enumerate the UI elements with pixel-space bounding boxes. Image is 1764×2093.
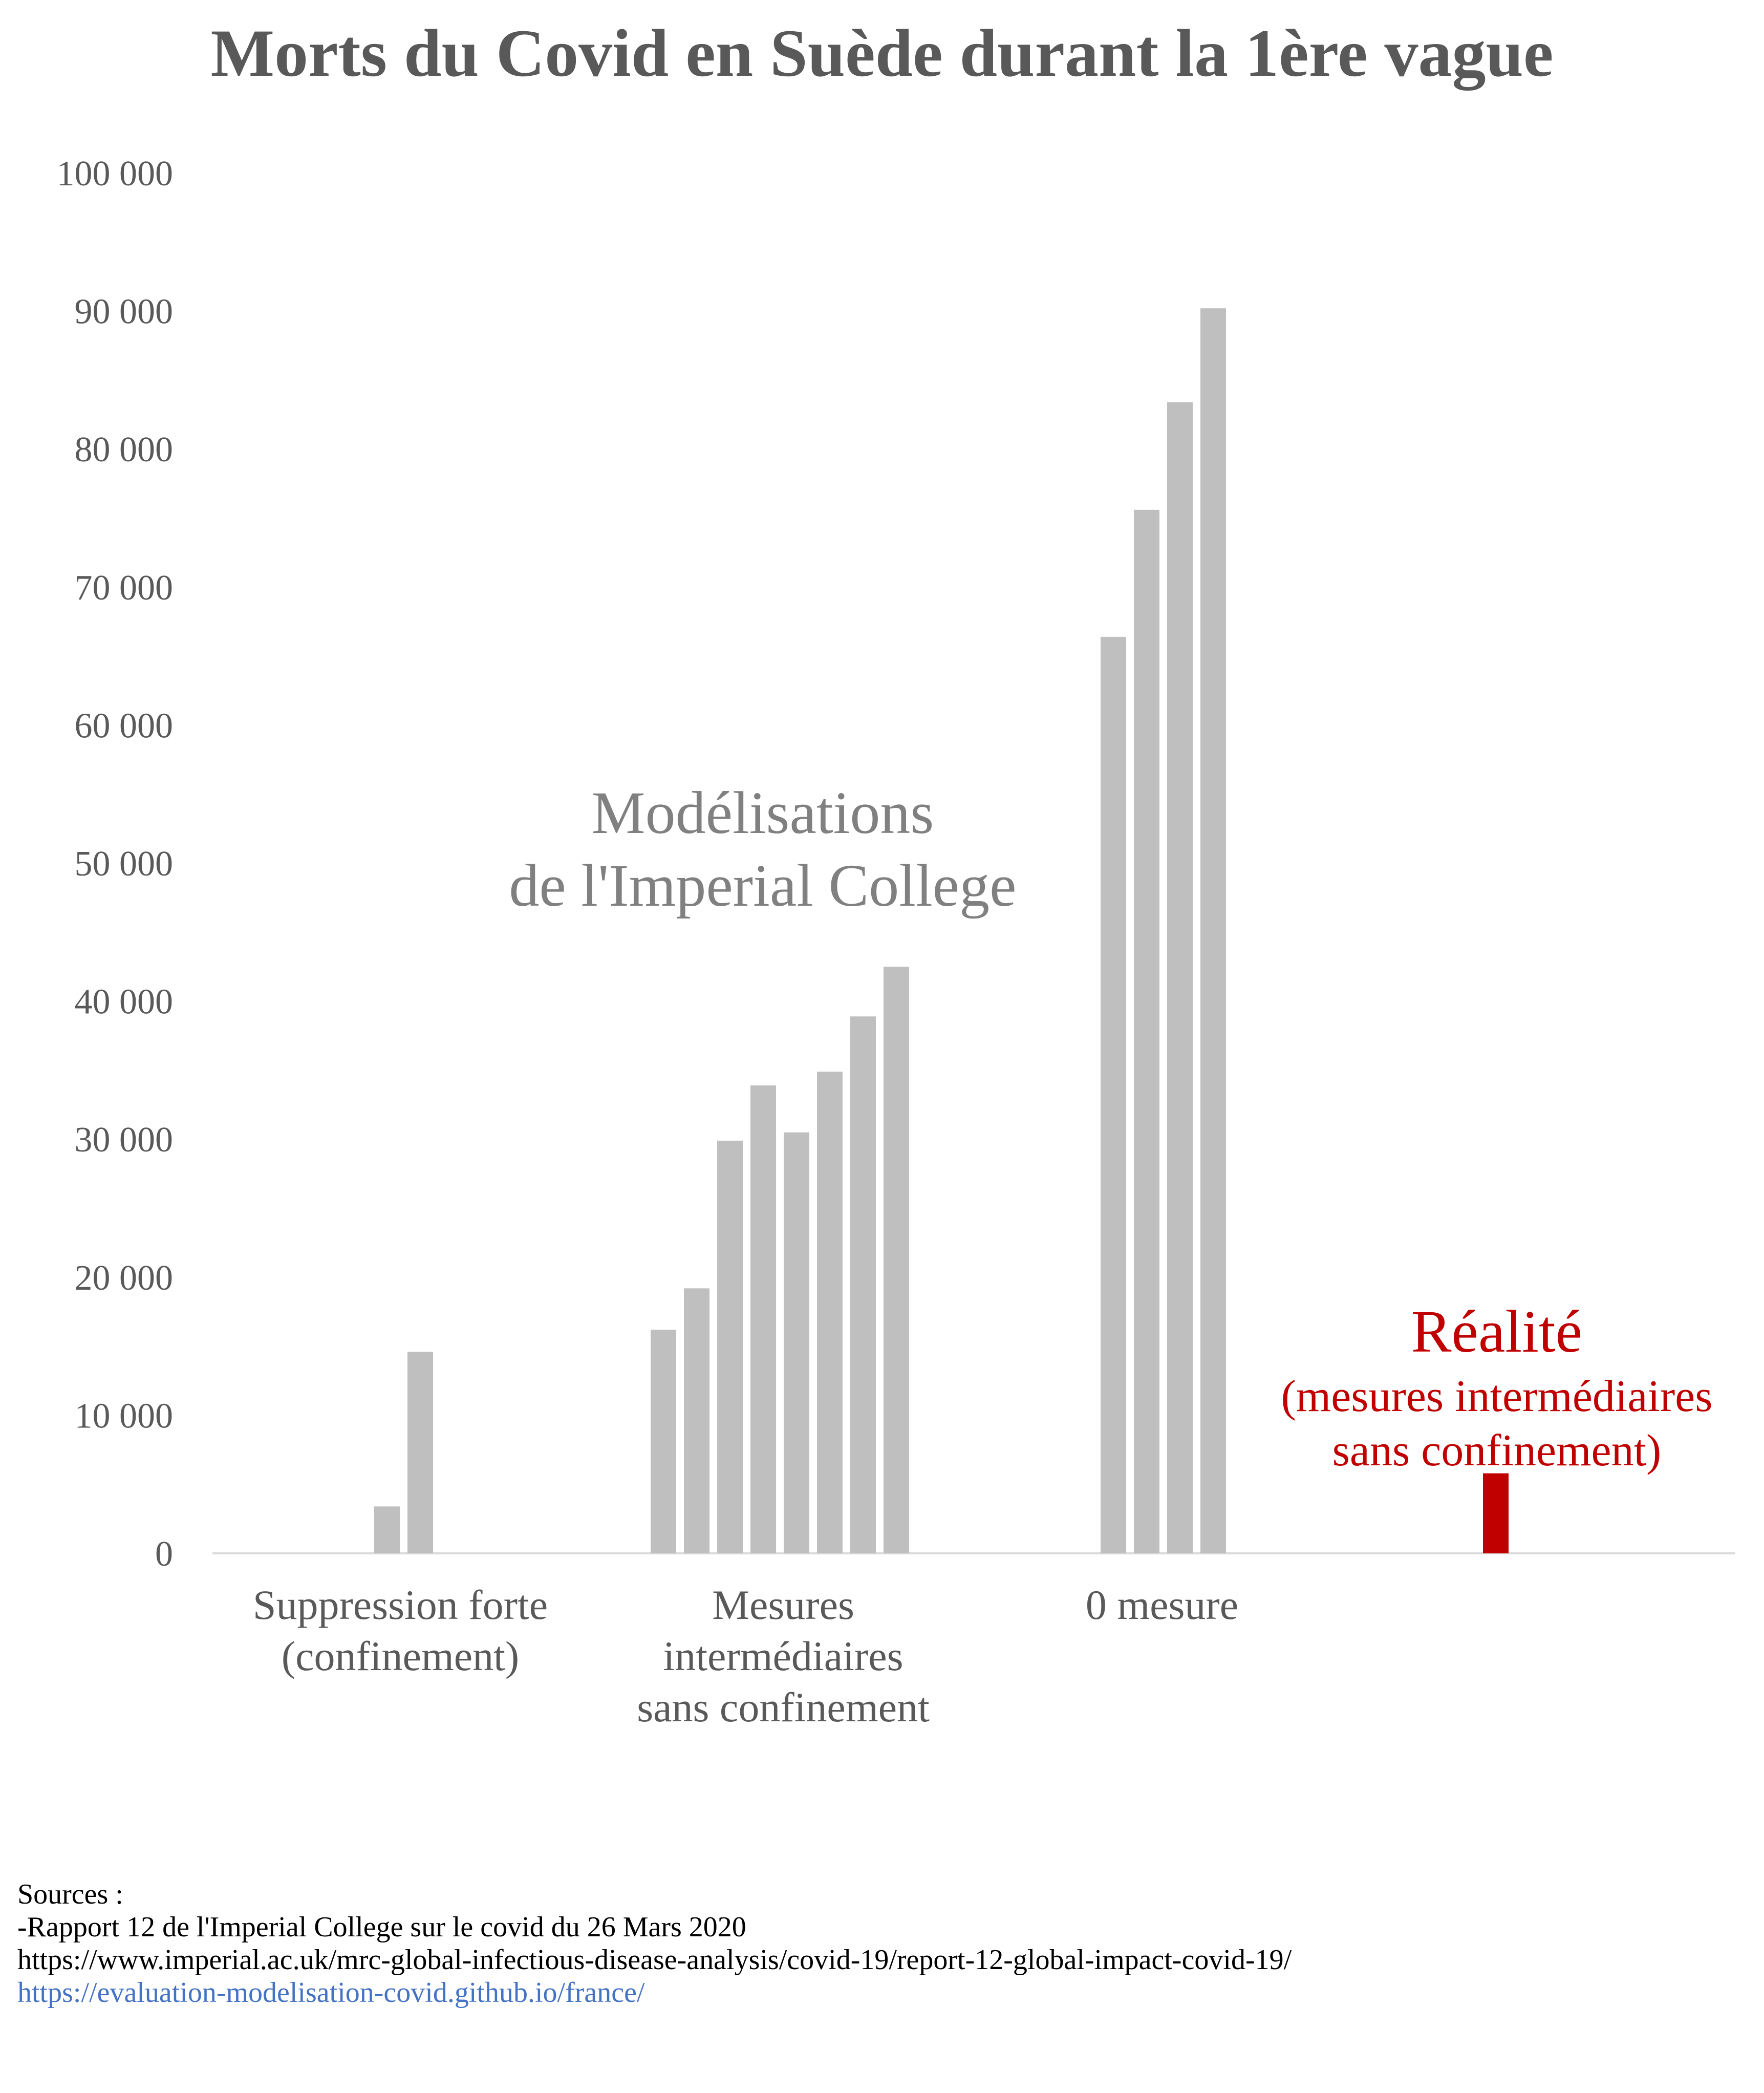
sources-heading: Sources : [17,1878,123,1910]
y-tick-label: 50 000 [75,844,174,884]
reality-annotation-title: Réalité [1411,1298,1582,1365]
y-tick-label: 20 000 [75,1258,174,1298]
y-tick-label: 60 000 [75,706,174,745]
category-label: sans confinement [637,1684,930,1731]
y-tick-label: 90 000 [75,292,174,332]
bar-model [817,1072,843,1553]
reality-annotation-line: sans confinement) [1332,1426,1662,1476]
chart-title: Morts du Covid en Suède durant la 1ère v… [211,15,1554,91]
bar-model [717,1140,743,1553]
bar-model [374,1506,400,1553]
bar-model [684,1288,709,1553]
category-label: 0 mesure [1086,1582,1238,1628]
y-tick-label: 80 000 [75,430,174,469]
chart-svg: Morts du Covid en Suède durant la 1ère v… [57,15,1735,1731]
bar-model [1101,636,1126,1553]
y-tick-label: 40 000 [75,983,174,1022]
bar-model [784,1132,809,1553]
category-label: (confinement) [282,1633,519,1679]
bar-model [884,967,909,1553]
bar-model [651,1330,676,1553]
reality-annotation-line: (mesures intermédiaires [1281,1372,1712,1421]
bar-reality [1483,1473,1509,1553]
bars-group [374,308,1509,1553]
bar-model [1200,308,1226,1553]
sources-line-url: https://www.imperial.ac.uk/mrc-global-in… [17,1944,1292,1976]
y-tick-label: 10 000 [75,1396,174,1436]
bar-model [850,1016,876,1553]
y-axis-ticks: 0 10 000 20 000 30 000 40 000 50 000 60 000 70 … [57,154,174,1574]
category-labels: Suppression forte (confinement) Mesures int… [253,1582,1238,1731]
model-annotation: Modélisations [592,779,934,846]
model-annotation: de l'Imperial College [509,852,1016,919]
y-tick-label: 0 [155,1534,173,1574]
y-tick-label: 30 000 [75,1120,174,1160]
y-tick-label: 70 000 [75,568,174,608]
bar-model [1134,509,1159,1553]
category-label: intermédiaires [663,1633,903,1679]
category-label: Mesures [712,1582,854,1628]
bar-model [1167,402,1193,1553]
category-label: Suppression forte [253,1582,548,1628]
sources-link[interactable]: https://evaluation-modelisation-covid.gi… [17,1977,645,2009]
bar-model [750,1085,776,1553]
y-tick-label: 100 000 [57,154,174,194]
sources-block: Sources : -Rapport 12 de l'Imperial Coll… [17,1878,1292,2009]
sources-line-report: -Rapport 12 de l'Imperial College sur le… [17,1911,746,1943]
bar-model [407,1352,433,1553]
